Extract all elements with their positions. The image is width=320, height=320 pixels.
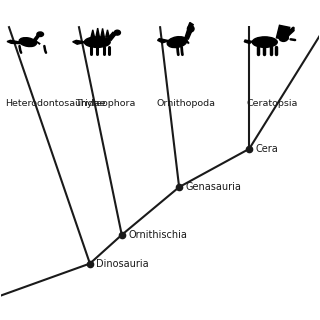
Text: Dinosauria: Dinosauria bbox=[96, 259, 149, 268]
Polygon shape bbox=[185, 30, 192, 39]
Ellipse shape bbox=[167, 37, 187, 48]
Ellipse shape bbox=[188, 26, 194, 32]
Ellipse shape bbox=[279, 35, 288, 41]
Polygon shape bbox=[276, 25, 290, 39]
Text: Ornithopoda: Ornithopoda bbox=[157, 100, 216, 108]
Polygon shape bbox=[73, 40, 86, 44]
Polygon shape bbox=[91, 30, 94, 37]
Text: Cera: Cera bbox=[256, 144, 278, 154]
Text: Heterodontosauridae: Heterodontosauridae bbox=[5, 100, 106, 108]
Polygon shape bbox=[34, 36, 39, 41]
Polygon shape bbox=[106, 30, 109, 37]
Polygon shape bbox=[157, 39, 169, 43]
Text: Genasauria: Genasauria bbox=[186, 182, 241, 192]
Ellipse shape bbox=[19, 38, 36, 46]
Polygon shape bbox=[244, 40, 252, 44]
Text: Ornithischia: Ornithischia bbox=[128, 230, 187, 240]
Polygon shape bbox=[96, 28, 100, 37]
Polygon shape bbox=[7, 40, 20, 44]
Polygon shape bbox=[101, 28, 104, 37]
Ellipse shape bbox=[252, 37, 277, 47]
Polygon shape bbox=[188, 22, 193, 28]
Text: Thyreophora: Thyreophora bbox=[76, 100, 136, 108]
Ellipse shape bbox=[37, 32, 44, 36]
Text: Ceratopsia: Ceratopsia bbox=[246, 100, 297, 108]
Ellipse shape bbox=[114, 30, 120, 35]
Ellipse shape bbox=[84, 37, 110, 47]
Polygon shape bbox=[108, 32, 116, 40]
